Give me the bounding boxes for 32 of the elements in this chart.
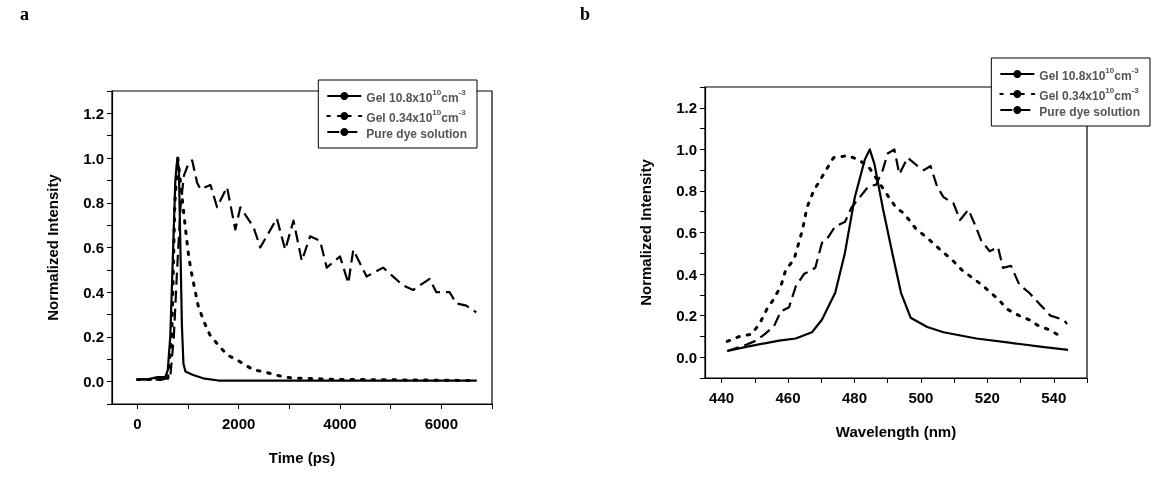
x-axis-title: Wavelength (nm) [835,423,957,440]
text: 1.0 [83,149,104,167]
x-tick-label: 500 [908,389,934,406]
y-tick-label: 1.2 [83,104,104,122]
x-tick-label: 520 [974,389,1000,406]
text: 1.0 [676,140,697,158]
x-tick-label: 2000 [221,415,256,432]
y-tick-label: 0.4 [676,265,698,283]
y-tick-label: 0.4 [83,283,105,301]
legend-label: Pure dye solution [366,127,468,141]
y-tick-label: 0.2 [83,328,104,346]
y-tick-label: 1.2 [676,99,697,117]
y-axis-title: Normalized Intensity [637,158,654,306]
x-tick-label: 460 [775,389,801,406]
chart-title: a [20,4,29,24]
x-tick-label: 4000 [323,415,357,432]
y-tick-label: 0.8 [83,194,104,212]
x-tick-label: 480 [841,389,867,406]
x-tick-label: 540 [1041,389,1067,406]
legend-label: Pure dye solution [1039,105,1141,119]
y-tick-label: 0.6 [676,224,697,241]
chart-title: b [580,4,591,24]
x-axis-title: Time (ps) [268,449,336,466]
y-tick-label: 0.8 [676,182,697,200]
y-axis-title: Normalized Intensity [44,173,61,321]
y-tick-label: 0.2 [676,307,697,325]
x-tick-label: 0 [133,415,142,432]
x-tick-label: 6000 [424,415,459,432]
y-tick-label: 0.6 [83,239,104,256]
text: 0.0 [83,373,104,391]
x-tick-label: 440 [709,389,735,406]
text: 0.0 [676,348,697,366]
